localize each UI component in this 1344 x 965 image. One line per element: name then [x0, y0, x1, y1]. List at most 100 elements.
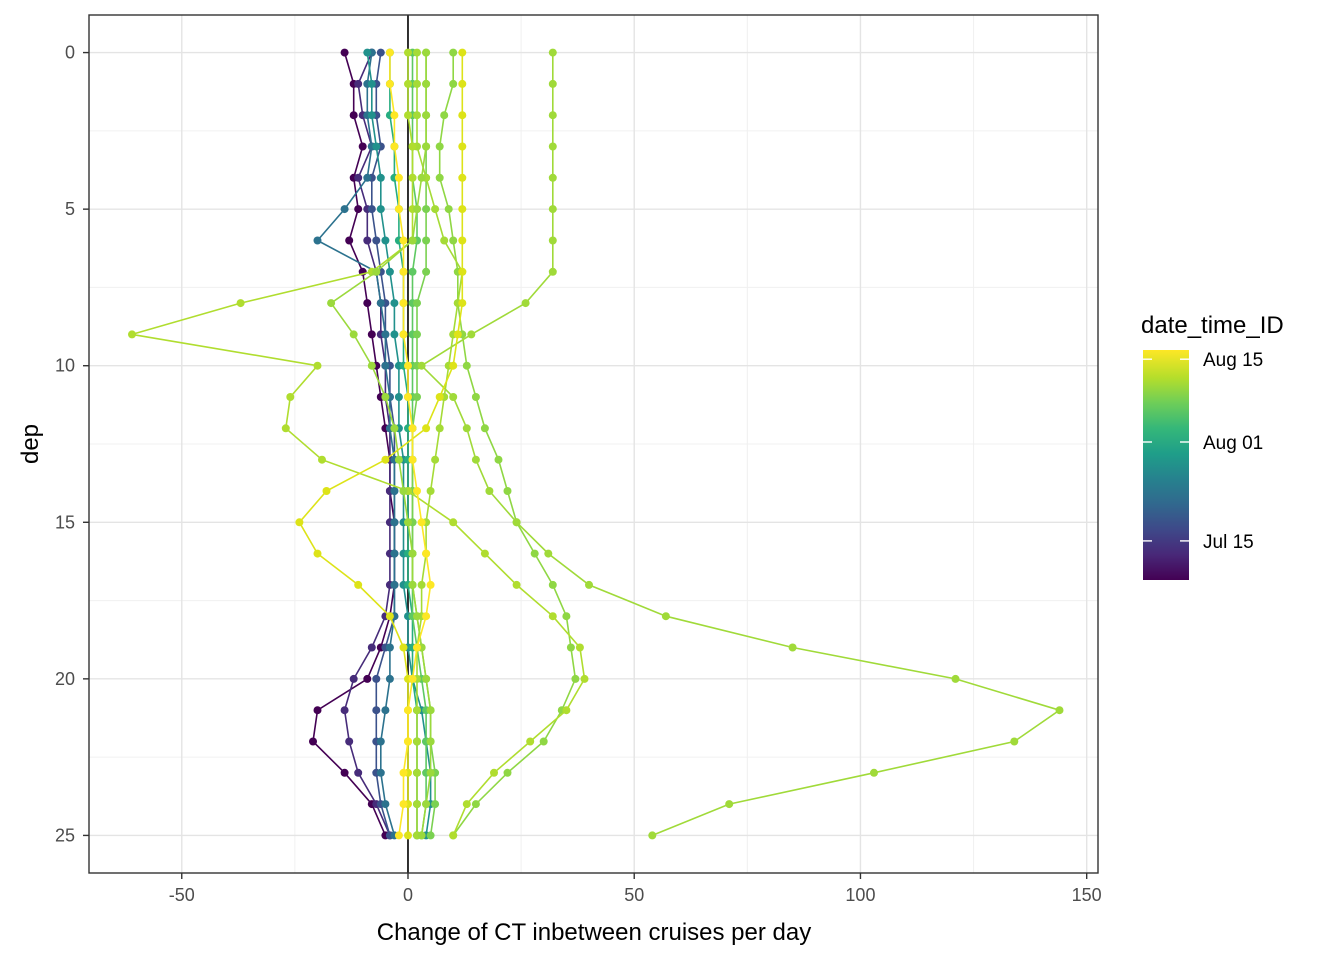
- data-point: [404, 737, 412, 746]
- data-point: [408, 142, 417, 151]
- data-point: [431, 205, 440, 214]
- data-point: [431, 800, 440, 809]
- data-point: [394, 455, 403, 464]
- data-point: [422, 424, 431, 433]
- data-point: [417, 173, 426, 182]
- x-tick-label: 100: [845, 885, 875, 905]
- data-point: [413, 643, 421, 652]
- data-point: [399, 768, 408, 777]
- data-point: [372, 674, 381, 683]
- data-point: [422, 549, 431, 558]
- data-point: [458, 111, 467, 120]
- data-point: [394, 205, 403, 214]
- data-point: [372, 142, 381, 151]
- data-point: [422, 800, 431, 809]
- data-point: [313, 236, 322, 245]
- data-point: [399, 643, 408, 652]
- data-point: [358, 142, 367, 151]
- data-point: [376, 48, 385, 57]
- data-point: [562, 706, 571, 715]
- data-point: [544, 549, 553, 558]
- series-line: [370, 52, 396, 836]
- data-point: [440, 111, 449, 120]
- legend-colorbar: [1143, 350, 1189, 580]
- data-point: [503, 768, 512, 777]
- data-point: [530, 549, 539, 558]
- data-point: [788, 643, 797, 652]
- data-point: [435, 173, 444, 182]
- data-point: [417, 831, 426, 840]
- data-point: [394, 393, 403, 401]
- data-point: [390, 142, 399, 151]
- data-point: [490, 768, 498, 777]
- data-point: [281, 424, 290, 433]
- data-point: [390, 580, 399, 589]
- data-point: [394, 173, 403, 182]
- data-point: [404, 393, 412, 401]
- data-point: [458, 236, 467, 245]
- x-axis-title: Change of CT inbetween cruises per day: [377, 919, 811, 946]
- data-point: [648, 831, 657, 840]
- data-point: [413, 330, 421, 339]
- data-point: [322, 487, 331, 495]
- series-line: [312, 52, 396, 836]
- series-15: [385, 48, 435, 840]
- data-point: [340, 706, 349, 715]
- data-point: [340, 205, 349, 214]
- data-point: [413, 768, 421, 777]
- data-point: [376, 299, 385, 308]
- data-point: [390, 111, 399, 120]
- data-point: [462, 361, 471, 370]
- data-point: [444, 205, 453, 214]
- data-point: [458, 267, 467, 276]
- data-point: [363, 236, 372, 245]
- data-point: [354, 79, 363, 88]
- data-point: [471, 800, 480, 809]
- data-point: [408, 674, 417, 683]
- legend-label: Jul 15: [1203, 532, 1254, 553]
- data-point: [471, 393, 480, 401]
- data-point: [399, 800, 408, 809]
- data-point: [363, 48, 372, 57]
- data-point: [548, 236, 557, 245]
- data-point: [503, 487, 512, 495]
- data-point: [458, 79, 467, 88]
- data-point: [413, 612, 421, 621]
- data-point: [327, 299, 336, 308]
- data-point: [422, 236, 431, 245]
- data-point: [367, 205, 376, 214]
- data-point: [435, 424, 444, 433]
- data-point: [413, 737, 421, 746]
- data-point: [548, 111, 557, 120]
- data-point: [580, 674, 589, 683]
- series-13: [327, 48, 435, 840]
- data-point: [471, 455, 480, 464]
- data-point: [372, 236, 381, 245]
- data-point: [426, 580, 435, 589]
- data-point: [404, 79, 412, 88]
- data-point: [440, 236, 449, 245]
- y-tick-label: 25: [55, 825, 75, 845]
- data-point: [458, 299, 467, 308]
- data-point: [354, 580, 363, 589]
- data-point: [512, 518, 521, 527]
- data-point: [417, 518, 426, 527]
- data-point: [363, 173, 372, 182]
- data-point: [526, 737, 535, 746]
- data-point: [426, 706, 435, 715]
- data-point: [548, 205, 557, 214]
- x-tick-label: 0: [403, 885, 413, 905]
- data-point: [413, 111, 421, 120]
- data-point: [458, 48, 467, 57]
- series-line: [343, 52, 391, 836]
- series-layer: [128, 48, 1064, 840]
- data-point: [413, 299, 421, 308]
- data-point: [571, 674, 580, 683]
- x-tick-label: 50: [624, 885, 644, 905]
- data-point: [404, 361, 412, 370]
- data-point: [521, 299, 530, 308]
- data-point: [286, 393, 295, 401]
- data-point: [661, 612, 670, 621]
- data-point: [295, 518, 304, 527]
